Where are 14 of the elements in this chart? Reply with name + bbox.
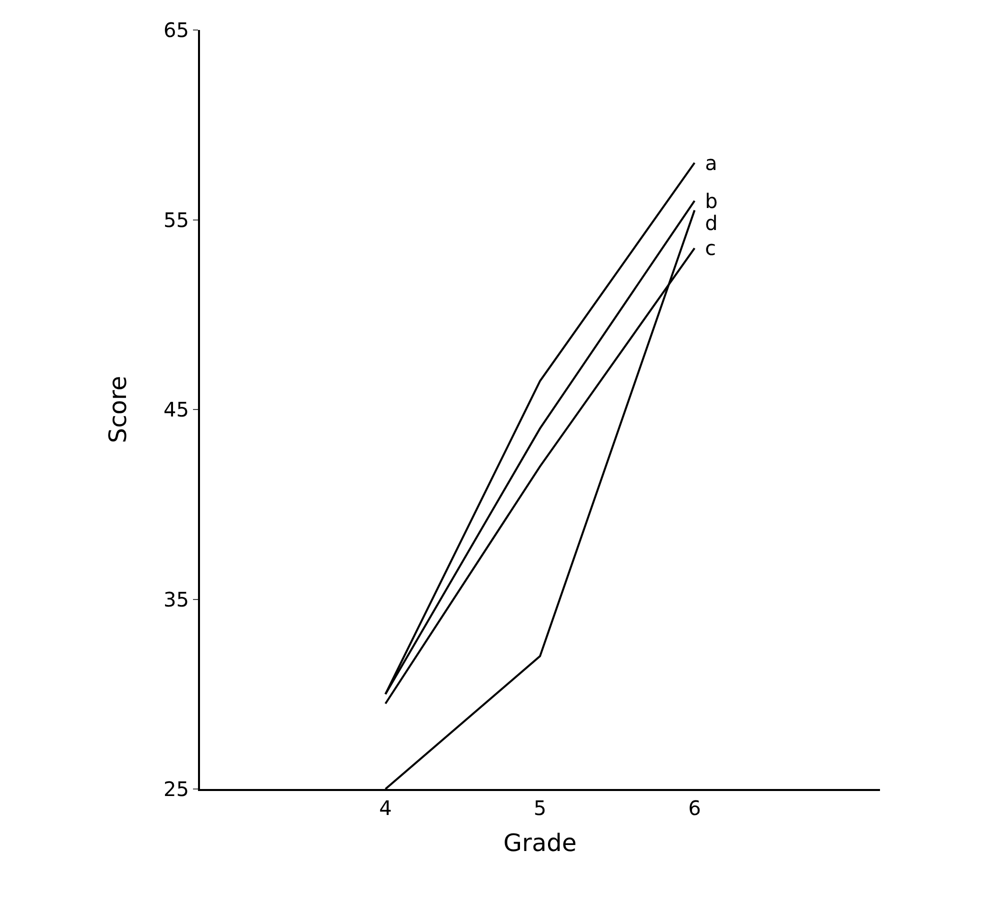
x-tick-label: 4 (379, 796, 392, 820)
series-label: d (705, 211, 718, 235)
y-tick-label: 25 (164, 777, 189, 801)
x-tick-label: 5 (534, 796, 546, 820)
x-axis-title: Grade (503, 828, 577, 857)
series-label: b (705, 189, 718, 213)
y-tick-label: 55 (164, 208, 189, 232)
y-tick-label: 45 (164, 398, 189, 422)
series-label: a (705, 151, 718, 175)
y-axis-title: Score (104, 376, 132, 444)
y-tick-label: 35 (164, 587, 189, 612)
series-label: c (705, 236, 716, 260)
x-tick-label: 6 (688, 796, 701, 820)
y-tick-label: 65 (164, 18, 189, 42)
